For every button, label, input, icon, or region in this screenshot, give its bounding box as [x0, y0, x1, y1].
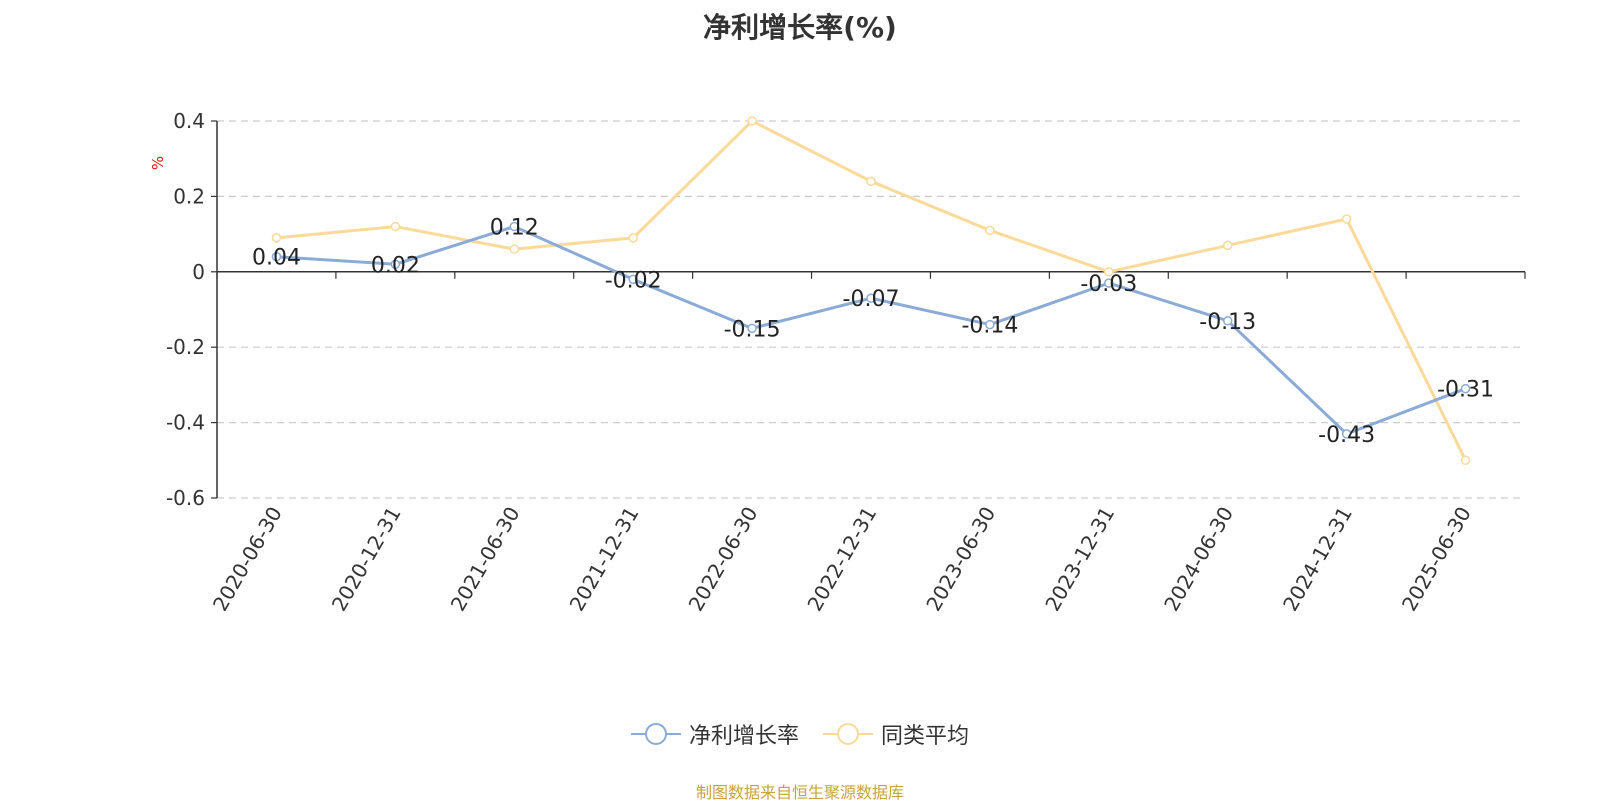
data-label: -0.43: [1318, 423, 1375, 448]
data-point-series-2: [1341, 214, 1352, 224]
y-tick-label: 0: [192, 260, 205, 284]
x-tick-label: 2025-06-30: [1397, 503, 1476, 616]
series-line-1: [276, 225, 1467, 436]
legend-label-series-1: 净利增长率: [688, 724, 799, 749]
data-point-series-1: [1460, 383, 1471, 394]
data-label: -0.03: [1080, 272, 1137, 297]
data-point-series-1: [985, 319, 995, 330]
data-point-series-2: [866, 176, 876, 187]
data-point-series-1: [747, 323, 757, 334]
data-point-series-1: [271, 251, 282, 262]
data-source-note: 制图数据来自恒生聚源数据库: [695, 783, 904, 802]
x-tick-label: 2021-06-30: [446, 503, 525, 616]
legend-marker-series-2: [823, 723, 873, 745]
data-label: -0.02: [605, 268, 662, 293]
x-tick-label: 2020-12-31: [327, 503, 406, 616]
y-tick-label: -0.2: [166, 335, 205, 359]
data-point-series-1: [1341, 429, 1352, 439]
y-axis-unit-label: %: [149, 156, 167, 170]
x-tick-label: 2024-12-31: [1278, 503, 1357, 616]
data-point-series-2: [1460, 455, 1471, 466]
data-label: 0.12: [490, 216, 539, 241]
y-tick-label: 0.2: [173, 184, 205, 208]
x-tick-label: 2020-06-30: [208, 503, 287, 616]
y-tick-label: 0.4: [173, 109, 205, 133]
data-point-series-1: [1104, 278, 1114, 288]
data-label: -0.13: [1199, 310, 1256, 335]
data-label: -0.31: [1437, 378, 1494, 403]
data-point-series-1: [628, 274, 638, 285]
data-point-series-2: [747, 116, 757, 126]
data-point-series-2: [1104, 267, 1114, 277]
legend-marker-series-1: [630, 723, 681, 745]
data-label: 0.02: [371, 253, 420, 278]
data-point-series-2: [628, 233, 638, 243]
legend-item-series-1[interactable]: 净利增长率: [630, 718, 799, 750]
data-label: -0.15: [724, 317, 781, 342]
data-point-series-2: [509, 244, 520, 254]
chart-title: 净利增长率(%): [703, 11, 897, 44]
legend-label-series-2: 同类平均: [881, 724, 970, 749]
line-chart: 0.4 0.2 0 -0.2 -0.4 -0.6% 2020-06-30 2020-12-31…: [149, 109, 1526, 616]
x-tick-label: 2023-06-30: [921, 503, 1000, 616]
data-point-series-2: [271, 233, 282, 243]
data-point-series-1: [390, 259, 401, 270]
data-label: -0.07: [843, 287, 900, 312]
x-tick-label: 2022-12-31: [802, 503, 881, 616]
x-tick-label: 2024-06-30: [1159, 503, 1238, 616]
data-point-series-1: [866, 293, 876, 303]
data-point-series-1: [1222, 316, 1233, 326]
data-point-series-1: [509, 221, 520, 232]
y-tick-label: -0.6: [166, 486, 205, 510]
data-label: -0.14: [961, 314, 1018, 339]
x-tick-label: 2022-06-30: [684, 503, 763, 616]
x-tick-label: 2021-12-31: [565, 503, 644, 616]
data-point-series-2: [985, 225, 995, 236]
chart-legend: 净利增长率 同类平均: [0, 718, 1600, 750]
y-tick-label: -0.4: [166, 411, 205, 435]
data-label: 0.04: [252, 246, 301, 271]
legend-item-series-2[interactable]: 同类平均: [823, 718, 969, 750]
data-point-series-2: [390, 221, 401, 232]
data-point-series-2: [1222, 240, 1233, 251]
x-tick-label: 2023-12-31: [1040, 503, 1119, 616]
